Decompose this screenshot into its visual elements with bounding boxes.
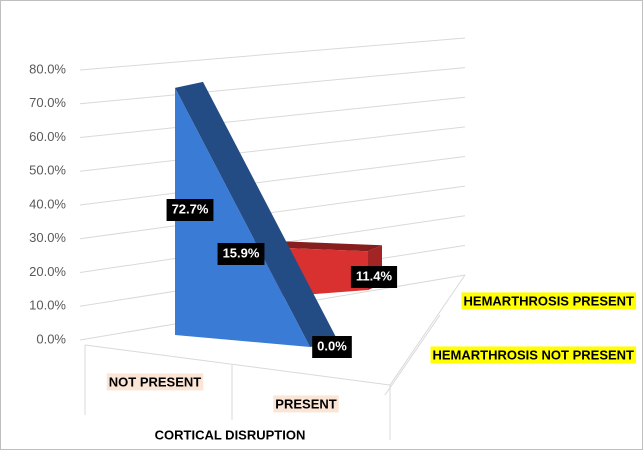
data-label-box: [350, 266, 398, 288]
label: HEMARTHROSIS NOT PRESENT: [432, 347, 634, 362]
label-highlight: [106, 373, 204, 391]
data-label-text: 0.0%: [317, 338, 347, 353]
label-group: PRESENT: [273, 395, 339, 413]
label: HEMARTHROSIS PRESENT: [464, 293, 635, 308]
grid-line: [79, 156, 466, 206]
data-label-text: 15.9%: [223, 245, 260, 260]
area: [175, 87, 310, 347]
data-label: 72.7%: [166, 199, 214, 221]
label: PRESENT: [275, 396, 336, 411]
grid-line: [79, 126, 466, 172]
data-label-box: [312, 336, 352, 358]
label-highlight: [273, 395, 339, 413]
label-group: HEMARTHROSIS PRESENT: [461, 292, 637, 310]
y-tick-label: 20.0%: [29, 264, 66, 279]
data-label-text: 72.7%: [172, 201, 209, 216]
grid-line: [79, 67, 466, 105]
y-tick-label: 70.0%: [29, 95, 66, 110]
data-label-text: 11.4%: [356, 268, 393, 283]
data-label: 0.0%: [312, 336, 352, 358]
y-tick-label: 50.0%: [29, 163, 66, 178]
y-tick-label: 30.0%: [29, 230, 66, 245]
grid-line: [79, 185, 466, 240]
y-tick-label: 0.0%: [36, 331, 66, 346]
y-tick-label: 40.0%: [29, 196, 66, 211]
grid-line: [79, 37, 466, 71]
label-highlight: [430, 346, 637, 364]
data-label-box: [166, 199, 214, 221]
label-group: HEMARTHROSIS NOT PRESENT: [430, 346, 637, 364]
x-axis-title: CORTICAL DISRUPTION: [155, 427, 306, 442]
y-tick-label: 80.0%: [29, 61, 66, 76]
label-highlight: [461, 292, 637, 310]
data-label-box: [217, 243, 265, 265]
data-label: 11.4%: [350, 266, 398, 288]
data-label: 15.9%: [217, 243, 265, 265]
y-tick-label: 60.0%: [29, 129, 66, 144]
label-group: NOT PRESENT: [106, 373, 204, 391]
label: NOT PRESENT: [109, 374, 202, 389]
area-top: [175, 81, 338, 347]
y-tick-label: 10.0%: [29, 298, 66, 313]
grid-line: [79, 96, 466, 138]
series-divider: [384, 314, 441, 396]
